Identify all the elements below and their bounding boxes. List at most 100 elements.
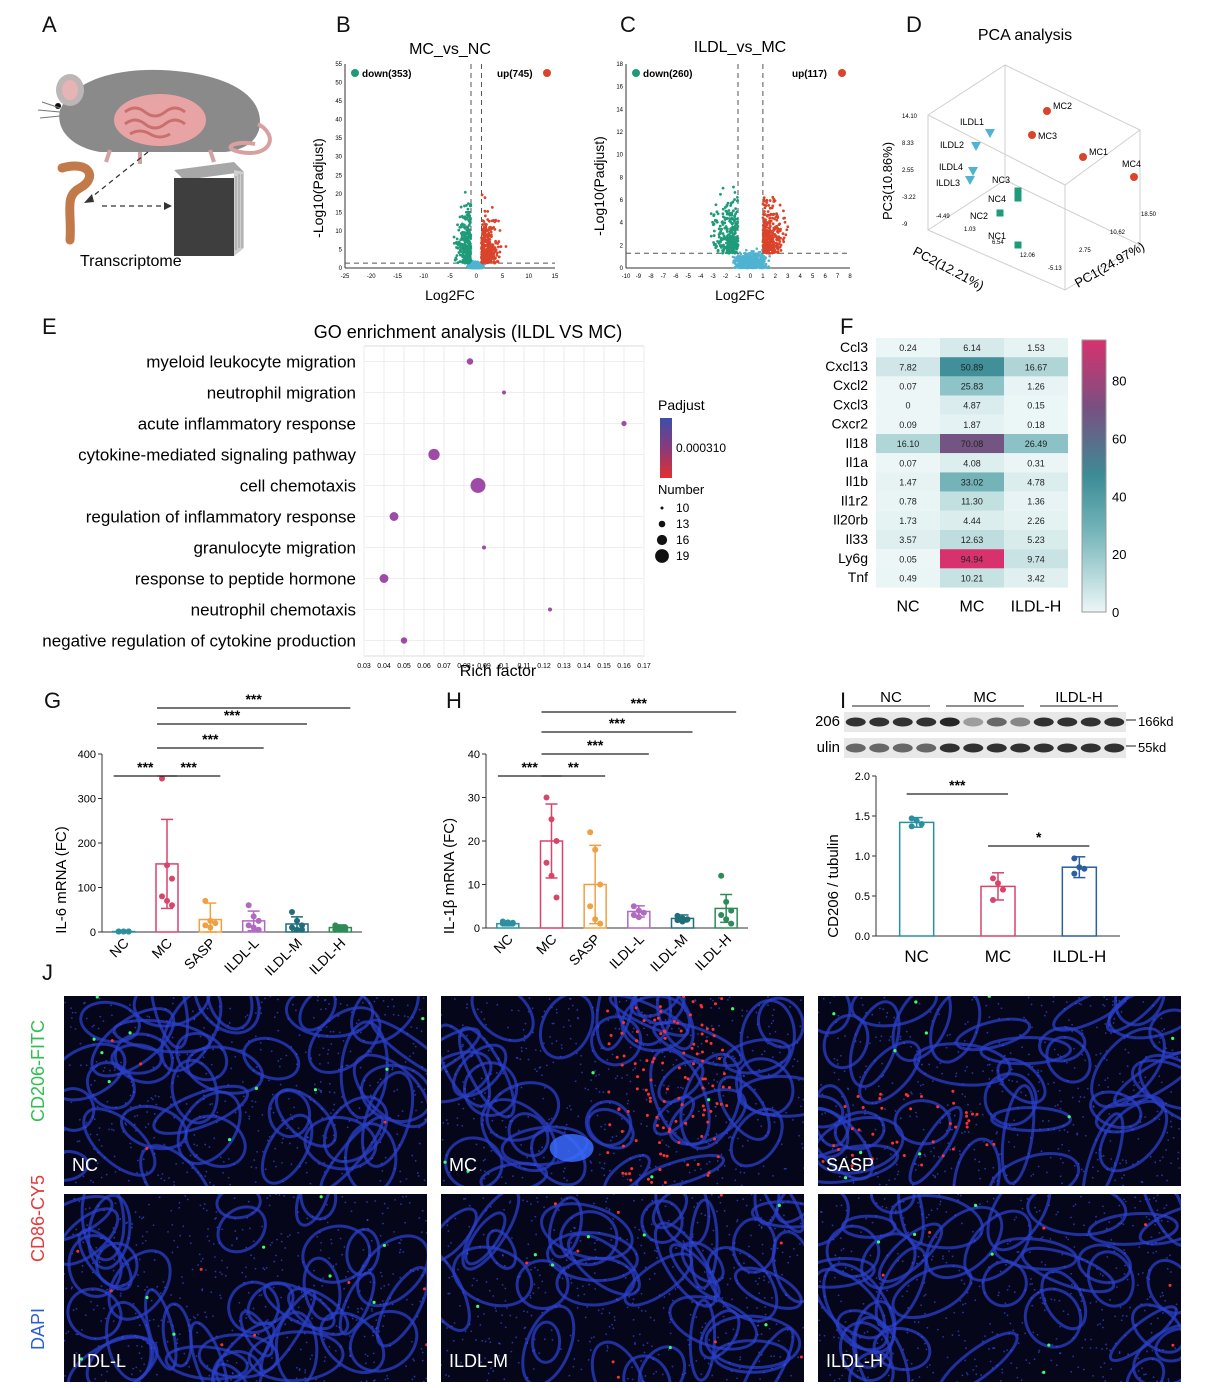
x-tick-label: 0.03 <box>357 663 371 670</box>
cd86-signal <box>677 1066 681 1070</box>
gene-point-up <box>494 241 498 245</box>
nucleus-dot <box>1105 998 1108 1001</box>
nucleus-dot <box>210 1063 213 1066</box>
nucleus-dot <box>213 1114 216 1116</box>
cd86-signal <box>721 1048 725 1052</box>
nucleus-dot <box>771 1014 774 1017</box>
go-term-point <box>389 512 399 521</box>
nucleus-dot <box>322 1143 325 1146</box>
nucleus-dot <box>881 1093 884 1096</box>
cd86-signal <box>641 1068 645 1072</box>
gene-point-ns <box>731 255 735 259</box>
gene-point-up <box>766 230 769 234</box>
gene-point-ns <box>740 258 743 261</box>
cd86-signal <box>652 1057 656 1061</box>
number-legend-value: 10 <box>676 501 690 515</box>
significance-label: *** <box>202 731 219 747</box>
gene-point-down <box>468 236 471 239</box>
gene-point-up <box>485 261 489 264</box>
nucleus-dot <box>661 1139 664 1142</box>
nucleus-dot <box>991 1069 994 1072</box>
nucleus-dot <box>945 1129 948 1132</box>
data-point <box>164 862 170 869</box>
data-point <box>543 794 550 801</box>
x-category-label: ILDL-L <box>221 935 262 976</box>
gene-point-down <box>712 213 716 217</box>
nucleus-dot <box>565 1123 568 1126</box>
crypt-outline <box>80 1194 126 1262</box>
data-point <box>597 920 604 927</box>
nucleus-dot <box>1078 1002 1081 1005</box>
nucleus-dot <box>822 1139 824 1142</box>
panel-label-a: A <box>42 12 57 37</box>
nucleus-dot <box>843 1070 846 1073</box>
nucleus-dot <box>465 1006 468 1009</box>
nucleus-dot <box>173 1116 176 1119</box>
nucleus-dot <box>349 1050 352 1053</box>
panel-a-illustration: Transcriptome <box>37 69 272 270</box>
nucleus-dot <box>1021 1046 1024 1049</box>
nucleus-dot <box>661 1184 664 1186</box>
nucleus-dot <box>392 1005 395 1008</box>
nucleus-dot <box>196 1101 199 1104</box>
cd86-signal <box>713 1002 717 1006</box>
nucleus-dot <box>1059 1157 1062 1160</box>
crypt-outline <box>164 1345 249 1381</box>
crypt-outline <box>441 1027 481 1078</box>
crypt-outline <box>246 1282 295 1326</box>
nucleus-dot <box>952 1184 955 1186</box>
cd86-signal <box>964 1111 968 1115</box>
nucleus-dot <box>520 1086 523 1089</box>
cd86-signal <box>856 1094 860 1098</box>
cd86-signal <box>110 1039 114 1043</box>
cd86-signal <box>659 1152 663 1156</box>
gene-point-up <box>765 214 769 218</box>
nucleus-dot <box>333 1124 336 1126</box>
pca-point-ildl3 <box>965 176 975 185</box>
nucleus-dot <box>171 1036 174 1039</box>
nucleus-dot <box>414 1045 417 1048</box>
heatmap-cell-value: 4.87 <box>963 401 981 411</box>
nucleus-dot <box>1125 1159 1127 1162</box>
cd86-signal <box>725 1104 729 1108</box>
nucleus-dot <box>172 1057 175 1059</box>
nucleus-dot <box>986 1064 989 1066</box>
nucleus-dot <box>422 997 425 1000</box>
crypt-outline <box>620 996 691 1053</box>
cd86-signal <box>677 1096 681 1100</box>
nucleus-dot <box>614 1027 617 1030</box>
gene-point-down <box>726 242 730 245</box>
x-tick-label: 0.05 <box>397 663 411 670</box>
nucleus-dot <box>576 1052 578 1055</box>
crypt-outline <box>507 1112 550 1158</box>
gene-point-ns <box>739 252 743 256</box>
go-enrichment-plot: GO enrichment analysis (ILDL VS MC) Rich… <box>42 322 726 680</box>
data-point <box>718 911 725 918</box>
nucleus-dot <box>990 1112 992 1115</box>
nucleus-dot <box>883 1129 886 1132</box>
gene-point-up <box>769 236 772 240</box>
gene-point-down <box>712 234 716 237</box>
nucleus-dot <box>985 1004 988 1007</box>
heatmap-cell-value: 10.21 <box>961 573 984 583</box>
nucleus-dot <box>511 1119 513 1122</box>
gene-point-down <box>732 228 736 231</box>
nucleus-dot <box>271 1135 274 1137</box>
cd86-signal <box>676 1021 680 1025</box>
cd86-signal <box>615 1055 619 1059</box>
nucleus-dot <box>706 1163 708 1165</box>
nucleus-dot <box>778 1051 781 1054</box>
nucleus-dot <box>1112 1000 1114 1003</box>
nucleus-dot <box>761 1053 763 1056</box>
nucleus-dot <box>323 1170 326 1173</box>
nucleus-dot <box>453 1058 456 1061</box>
nucleus-dot <box>98 1127 101 1129</box>
nucleus-dot <box>1171 1114 1174 1117</box>
nucleus-dot <box>441 1138 444 1141</box>
cd86-signal <box>712 1137 716 1141</box>
nucleus-dot <box>767 1131 770 1134</box>
volcano-plot-mc-vs-nc: MC_vs_NC Log2FC -Log10(Padjust) -25 -20 -1… <box>310 41 559 303</box>
nucleus-dot <box>627 1099 630 1102</box>
nucleus-dot <box>370 1050 373 1053</box>
nucleus-dot <box>1131 1128 1134 1131</box>
